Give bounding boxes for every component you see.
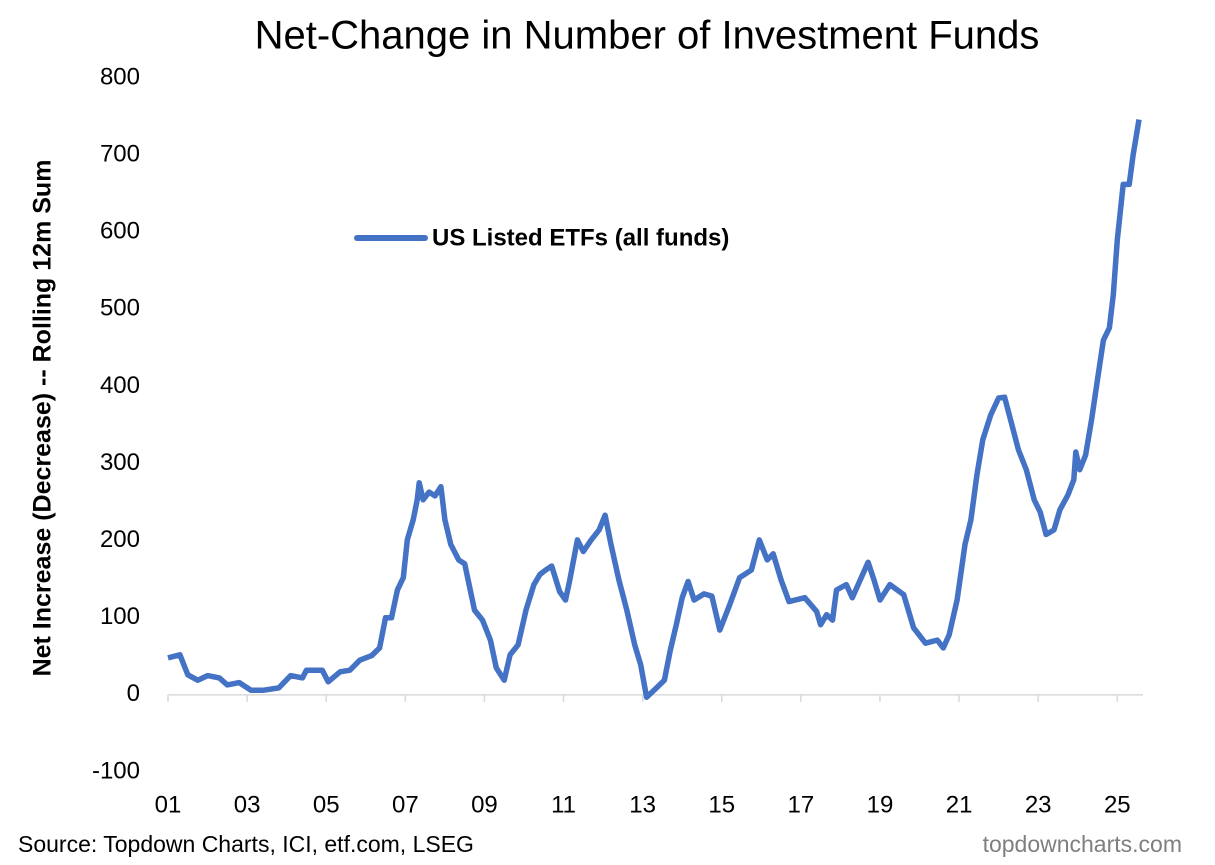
x-tick-label: 25 — [1104, 791, 1131, 818]
watermark: topdowncharts.com — [983, 831, 1182, 857]
x-tick-label: 09 — [471, 791, 498, 818]
x-tick-label: 15 — [708, 791, 735, 818]
y-tick-label: 500 — [100, 295, 140, 322]
x-tick-label: 07 — [392, 791, 419, 818]
x-tick-label: 23 — [1025, 791, 1052, 818]
x-tick-label: 19 — [867, 791, 894, 818]
x-tick-label: 01 — [155, 791, 182, 818]
y-tick-label: 200 — [100, 526, 140, 553]
source: Source: Topdown Charts, ICI, etf.com, LS… — [18, 831, 474, 857]
y-tick-label: 0 — [127, 680, 140, 707]
legend-label: US Listed ETFs (all funds) — [432, 224, 729, 251]
y-tick-label: 800 — [100, 63, 140, 90]
y-tick-label: -100 — [92, 757, 140, 784]
y-tick-label: 100 — [100, 603, 140, 630]
y-tick-label: 300 — [100, 449, 140, 476]
y-tick-label: 400 — [100, 372, 140, 399]
x-tick-label: 13 — [629, 791, 656, 818]
y-tick-label: 700 — [100, 140, 140, 167]
y-axis-label: Net Increase (Decrease) -- Rolling 12m S… — [29, 160, 57, 677]
x-tick-label: 03 — [234, 791, 261, 818]
x-tick-label: 21 — [946, 791, 973, 818]
chart-title: Net-Change in Number of Investment Funds — [255, 14, 1040, 58]
x-tick-label: 17 — [788, 791, 815, 818]
x-tick-label: 05 — [313, 791, 340, 818]
series-line — [167, 119, 1142, 700]
y-tick-label: 600 — [100, 218, 140, 245]
x-tick-label: 11 — [551, 791, 576, 818]
